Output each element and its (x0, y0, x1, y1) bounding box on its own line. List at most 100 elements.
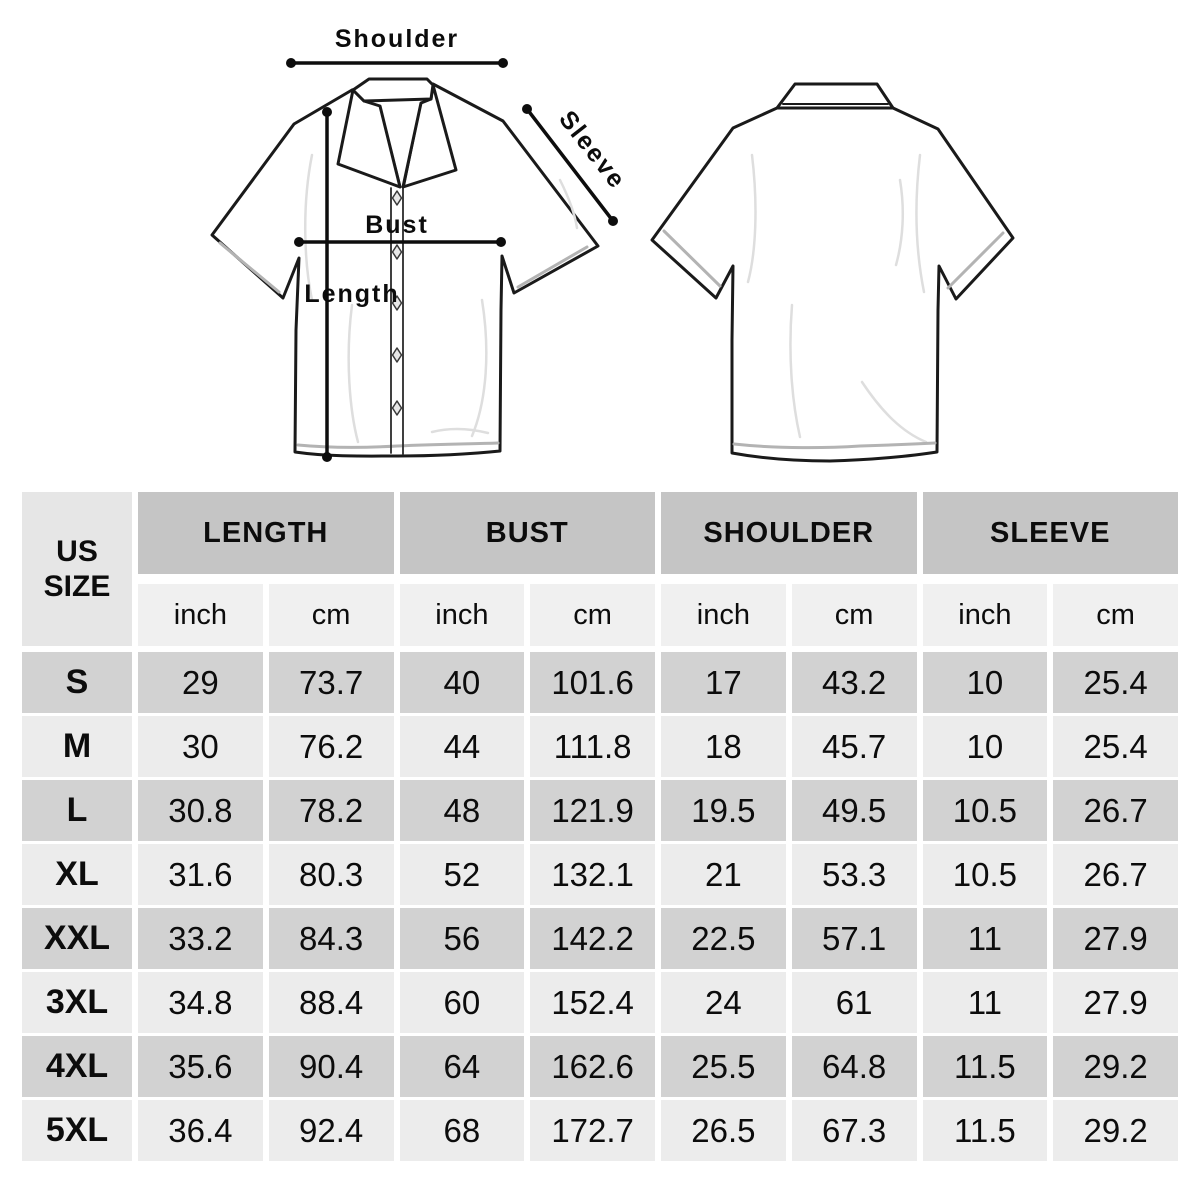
table-cell: 101.6 (530, 652, 655, 713)
size-label: M (22, 716, 132, 777)
back-seam-lines (662, 229, 1005, 450)
table-cell: 36.4 (138, 1100, 263, 1161)
front-right-cuff-seam (516, 245, 589, 289)
size-table-body: S 29 73.7 40 101.6 17 43.2 10 25.4 M 30 … (22, 652, 1178, 1161)
table-cell: 60 (399, 972, 525, 1033)
bust-label: Bust (365, 211, 429, 239)
table-cell: 22.5 (661, 908, 786, 969)
table-cell: 43.2 (791, 652, 917, 713)
table-cell: 10.5 (922, 844, 1048, 905)
collar-band (351, 77, 435, 103)
shoulder-group-header: SHOULDER (661, 492, 917, 574)
size-table-header: US SIZE LENGTH BUST SHOULDER SLEEVE inch… (22, 492, 1178, 646)
collar-v-opening (379, 102, 422, 187)
size-label: XL (22, 844, 132, 905)
size-label: 4XL (22, 1036, 132, 1097)
table-cell: 35.6 (138, 1036, 263, 1097)
table-cell: 73.7 (268, 652, 394, 713)
table-cell: 29.2 (1053, 1036, 1178, 1097)
table-cell: 56 (399, 908, 525, 969)
table-cell: 10 (922, 716, 1048, 777)
table-cell: 111.8 (530, 716, 655, 777)
table-cell: 78.2 (268, 780, 394, 841)
table-cell: 26.5 (661, 1100, 786, 1161)
table-cell: 92.4 (268, 1100, 394, 1161)
table-cell: 52 (399, 844, 525, 905)
table-cell: 17 (661, 652, 786, 713)
unit-header: inch (399, 584, 525, 646)
sleeve-group-header: SLEEVE (922, 492, 1178, 574)
bust-group-header: BUST (399, 492, 655, 574)
table-cell: 64.8 (791, 1036, 917, 1097)
front-placket (390, 187, 404, 455)
front-shirt-drawing (210, 77, 600, 458)
size-label: S (22, 652, 132, 713)
us-size-line1: US (56, 534, 98, 568)
size-table: US SIZE LENGTH BUST SHOULDER SLEEVE inch… (22, 492, 1178, 1161)
size-label: L (22, 780, 132, 841)
table-cell: 152.4 (530, 972, 655, 1033)
back-shirt-drawing (650, 82, 1015, 463)
table-cell: 11 (922, 972, 1048, 1033)
table-cell: 53.3 (791, 844, 917, 905)
table-cell: 26.7 (1053, 844, 1178, 905)
table-cell: 76.2 (268, 716, 394, 777)
table-cell: 121.9 (530, 780, 655, 841)
table-cell: 11.5 (922, 1100, 1048, 1161)
table-cell: 88.4 (268, 972, 394, 1033)
table-cell: 11.5 (922, 1036, 1048, 1097)
table-cell: 25.4 (1053, 652, 1178, 713)
table-cell: 21 (661, 844, 786, 905)
table-cell: 10.5 (922, 780, 1048, 841)
unit-header: cm (268, 584, 394, 646)
unit-header: cm (530, 584, 655, 646)
table-cell: 61 (791, 972, 917, 1033)
table-cell: 80.3 (268, 844, 394, 905)
table-cell: 40 (399, 652, 525, 713)
table-cell: 19.5 (661, 780, 786, 841)
front-collar (336, 77, 458, 189)
back-left-cuff-seam (662, 229, 722, 288)
table-cell: 64 (399, 1036, 525, 1097)
front-buttons (391, 190, 403, 416)
table-cell: 68 (399, 1100, 525, 1161)
sleeve-measure-line (522, 104, 618, 226)
front-shirt-body (210, 78, 600, 458)
table-cell: 30.8 (138, 780, 263, 841)
front-left-cuff-seam (218, 241, 281, 294)
measurement-annotations (286, 58, 618, 462)
table-cell: 33.2 (138, 908, 263, 969)
table-cell: 29 (138, 652, 263, 713)
shirt-measurement-diagram: Shoulder Bust Length Sleeve (210, 25, 1015, 463)
size-label: 5XL (22, 1100, 132, 1161)
table-cell: 45.7 (791, 716, 917, 777)
shoulder-measure-line (286, 58, 508, 68)
table-cell: 48 (399, 780, 525, 841)
size-label: 3XL (22, 972, 132, 1033)
table-cell: 67.3 (791, 1100, 917, 1161)
table-cell: 90.4 (268, 1036, 394, 1097)
front-hem-stitch (296, 441, 500, 449)
length-group-header: LENGTH (138, 492, 394, 574)
us-size-header-cell: US SIZE (22, 492, 132, 646)
table-cell: 34.8 (138, 972, 263, 1033)
table-cell: 25.4 (1053, 716, 1178, 777)
back-wrinkle-lines (746, 153, 928, 444)
table-cell: 172.7 (530, 1100, 655, 1161)
table-cell: 18 (661, 716, 786, 777)
length-label: Length (304, 280, 399, 308)
shoulder-label: Shoulder (335, 25, 459, 53)
unit-header: cm (1053, 584, 1178, 646)
table-cell: 84.3 (268, 908, 394, 969)
table-cell: 24 (661, 972, 786, 1033)
size-label: XXL (22, 908, 132, 969)
length-measure-line (322, 107, 332, 462)
back-shirt-body (650, 106, 1015, 463)
table-cell: 27.9 (1053, 908, 1178, 969)
unit-header: inch (661, 584, 786, 646)
bust-measure-line (294, 237, 506, 247)
back-hem-stitch (732, 441, 937, 450)
unit-header: inch (922, 584, 1048, 646)
table-cell: 49.5 (791, 780, 917, 841)
table-cell: 57.1 (791, 908, 917, 969)
